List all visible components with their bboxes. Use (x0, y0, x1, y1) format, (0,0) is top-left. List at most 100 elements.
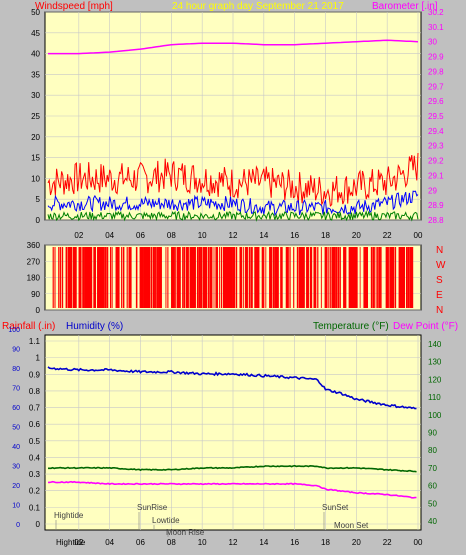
rainfall-tick-label: 0.1 (29, 503, 41, 512)
direction-bar (128, 247, 132, 308)
humidity-tick-label: 40 (12, 444, 20, 451)
wind-x-tick-label: 10 (198, 231, 207, 240)
direction-bar (220, 247, 223, 308)
windspeed-tick-label: 50 (31, 8, 40, 17)
direction-bar (398, 247, 401, 308)
windspeed-tick-label: 0 (36, 216, 41, 225)
direction-bar (389, 247, 393, 308)
wind-x-tick-label: 20 (352, 231, 361, 240)
direction-degree-label: 270 (27, 257, 41, 266)
rainfall-tick-label: 0.2 (29, 487, 41, 496)
rainfall-tick-label: 0.6 (29, 420, 41, 429)
direction-bar (324, 247, 328, 308)
barometer-tick-label: 30 (428, 38, 437, 47)
direction-bar (72, 247, 76, 308)
climate-x-tick-label: 04 (105, 538, 114, 547)
temperature-axis-title: Temperature (°F) (313, 321, 389, 332)
direction-bar (143, 247, 147, 308)
rainfall-tick-label: 0.9 (29, 370, 41, 379)
direction-bar (387, 247, 389, 308)
direction-bar (309, 247, 313, 308)
climate-x-tick-label: 18 (321, 538, 330, 547)
direction-bar (156, 247, 159, 308)
direction-bar (339, 247, 341, 308)
direction-bar (405, 247, 408, 308)
direction-bar (407, 247, 410, 308)
barometer-tick-label: 28.8 (428, 216, 444, 225)
direction-bar (189, 247, 193, 308)
windspeed-ticks: 0 5 10 15 20 25 30 35 40 45 50 (31, 8, 40, 225)
temperature-tick-label: 110 (428, 393, 441, 402)
temperature-tick-label: 60 (428, 482, 437, 491)
direction-bar (139, 247, 143, 308)
direction-bar (250, 247, 253, 308)
barometer-tick-label: 30.1 (428, 23, 444, 32)
direction-bar (391, 247, 394, 308)
direction-bar (187, 247, 189, 308)
dewpoint-line (48, 480, 417, 499)
direction-bar (335, 247, 338, 308)
direction-bar (215, 247, 218, 308)
direction-bar (109, 247, 112, 308)
compass-label: E (436, 290, 443, 301)
direction-bar (80, 247, 82, 308)
direction-bar (333, 247, 336, 308)
direction-bar (165, 247, 167, 308)
direction-bar (233, 247, 236, 308)
direction-bar (158, 247, 161, 308)
temperature-tick-label: 140 (428, 340, 442, 349)
direction-bar (148, 247, 151, 308)
barometer-axis-title: Barometer [.in] (372, 1, 438, 12)
rainfall-tick-label: 0.3 (29, 470, 41, 479)
temperature-tick-label: 130 (428, 358, 442, 367)
direction-bar (111, 247, 113, 308)
wind-x-tick-label: 06 (136, 231, 145, 240)
barometer-tick-label: 29.4 (428, 127, 444, 136)
direction-bar (224, 247, 227, 308)
direction-bar (280, 247, 283, 308)
rainfall-tick-label: 1.1 (29, 337, 41, 346)
direction-bar (178, 247, 181, 308)
wind-x-ticks: 02 04 06 08 10 12 14 16 18 20 22 00 (74, 231, 423, 240)
minimum-wind-line (47, 210, 419, 222)
direction-bar (276, 247, 279, 308)
direction-bar (365, 247, 369, 308)
temperature-tick-label: 70 (428, 464, 437, 473)
direction-bar (235, 247, 238, 308)
rainfall-tick-label: 0.5 (29, 437, 41, 446)
direction-bar (265, 247, 267, 308)
barometer-tick-label: 29.5 (428, 112, 444, 121)
direction-bar (261, 247, 264, 308)
direction-bar (100, 247, 104, 308)
direction-bar (167, 247, 169, 308)
temperature-tick-label: 80 (428, 446, 437, 455)
direction-bar (257, 247, 260, 308)
direction-bar (344, 247, 347, 308)
direction-bar (61, 247, 64, 308)
climate-x-tick-label: 10 (198, 538, 207, 547)
climate-grid (45, 335, 421, 530)
direction-bar (393, 247, 395, 308)
humidity-tick-label: 50 (12, 425, 20, 432)
compass-label: N (436, 305, 443, 316)
barometer-tick-label: 29.7 (428, 82, 444, 91)
windspeed-tick-label: 5 (36, 195, 41, 204)
direction-bar (409, 247, 413, 308)
direction-bar (154, 247, 156, 308)
humidity-axis-title: Humidity (%) (66, 321, 124, 332)
direction-degree-label: 180 (27, 274, 41, 283)
direction-bar (243, 247, 245, 308)
humidity-tick-label: 80 (12, 366, 20, 373)
humidity-tick-label: 70 (12, 386, 20, 393)
direction-bar (122, 247, 125, 308)
wind-x-tick-label: 18 (321, 231, 330, 240)
direction-bar (363, 247, 367, 308)
windspeed-tick-label: 25 (31, 112, 40, 121)
direction-bar (74, 247, 77, 308)
climate-x-tick-label: 20 (352, 538, 361, 547)
direction-bar (176, 247, 180, 308)
direction-bar (331, 247, 336, 308)
dewpoint-axis-title: Dew Point (°F) (393, 321, 459, 332)
